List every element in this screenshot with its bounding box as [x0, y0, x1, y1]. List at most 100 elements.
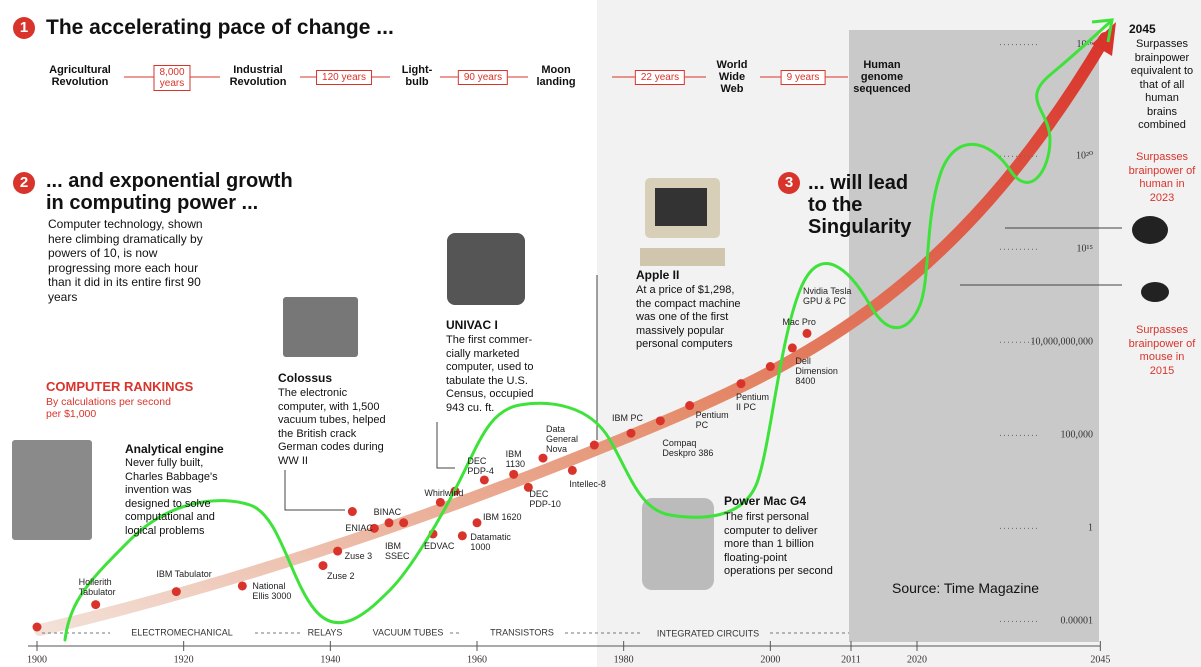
photo-colossus	[283, 297, 358, 357]
annotation-text: At a price of $1,298, the compact machin…	[636, 284, 741, 350]
x-tick-label: 1920	[174, 654, 194, 665]
x-tick-label: 2045	[1090, 654, 1110, 665]
brain-icon	[1132, 216, 1168, 244]
data-point	[589, 440, 599, 450]
x-tick-label: 2011	[841, 654, 861, 665]
photo-apple-screen	[655, 188, 707, 226]
point-label: ENIAC	[345, 523, 373, 534]
data-point	[347, 507, 357, 517]
leader-lines	[284, 227, 1122, 511]
trend-arrow	[34, 32, 1111, 636]
milestone-text: Surpasses brainpower equivalent to that …	[1130, 38, 1194, 131]
data-point	[567, 465, 577, 475]
timeline-span: 8,000 years	[153, 65, 191, 91]
point-label: Compaq Deskpro 386	[662, 437, 714, 458]
section-number: 2	[13, 172, 35, 194]
data-point	[333, 546, 343, 556]
point-label: DEC PDP-4	[467, 455, 494, 476]
data-point	[736, 379, 746, 389]
data-point	[457, 531, 467, 541]
point-label: Mac Pro	[782, 316, 816, 327]
point-label: Pentium PC	[695, 409, 729, 430]
source: Source: Time Magazine	[892, 580, 1040, 596]
annotation-title: UNIVAC I	[446, 318, 498, 332]
point-label: IBM PC	[612, 413, 644, 424]
squiggle-arrowhead	[1091, 18, 1114, 43]
era-label: ELECTROMECHANICAL	[131, 627, 233, 637]
point-label: National Ellis 3000	[252, 580, 292, 601]
point-label: Zuse 2	[327, 570, 355, 581]
annotation-title: Power Mac G4	[724, 494, 807, 508]
data-point	[384, 518, 394, 528]
section-number: 1	[13, 17, 35, 39]
x-tick-label: 1980	[614, 654, 634, 665]
data-point	[369, 523, 379, 533]
era-label: RELAYS	[308, 627, 343, 637]
annotation-text: The first personal computer to deliver m…	[724, 511, 833, 577]
leader-line	[436, 422, 455, 469]
point-label: EDVAC	[424, 540, 455, 551]
point-label: Data General Nova	[546, 424, 579, 455]
y-tick-label: 10²⁰	[1076, 151, 1093, 162]
annotation-title: Colossus	[278, 371, 333, 385]
data-point	[399, 518, 409, 528]
section-title: ... and exponential growth in computing …	[46, 170, 293, 214]
y-tick-label: 1	[1088, 523, 1093, 534]
timeline-event: Moon landing	[536, 64, 576, 88]
data-point	[171, 587, 181, 597]
point-label: BINAC	[373, 506, 402, 517]
y-tick-label: 0.00001	[1061, 616, 1094, 627]
photos	[12, 178, 1169, 590]
point-label: Zuse 3	[344, 551, 373, 562]
data-point	[765, 362, 775, 372]
y-tick-label: 10,000,000,000	[1031, 337, 1094, 348]
data-point	[32, 622, 42, 632]
data-point	[318, 561, 328, 571]
data-point	[626, 428, 636, 438]
data-point	[509, 469, 519, 479]
annotation-title: Analytical engine	[125, 442, 224, 456]
point-label: DEC PDP-10	[529, 489, 561, 510]
data-point	[479, 475, 489, 485]
timeline-span: 120 years	[316, 70, 372, 85]
milestone-year: 2045	[1129, 22, 1156, 36]
timeline-event: World Wide Web	[716, 59, 748, 95]
data-point	[802, 328, 812, 338]
x-tick-label: 1900	[27, 654, 47, 665]
x-tick-label: 1940	[320, 654, 340, 665]
section-number: 3	[778, 172, 800, 194]
section-text: Computer technology, shown here climbing…	[48, 217, 203, 304]
data-point	[435, 497, 445, 507]
data-point	[91, 600, 101, 610]
photo-analytical-engine	[12, 440, 92, 540]
timeline-event: Agricultural Revolution	[49, 64, 111, 88]
annotation-title: Apple II	[636, 268, 680, 282]
era-label: INTEGRATED CIRCUITS	[657, 628, 759, 638]
point-label: Pentium II PC	[736, 391, 770, 412]
era-label: VACUUM TUBES	[373, 627, 444, 637]
x-axis: 1900 1920 1940 1960 1980 2000 2011 2020 2045	[27, 641, 1110, 665]
data-point	[472, 518, 482, 528]
hand-drawn-squiggle	[63, 20, 1112, 642]
y-tick-label: 10¹⁵	[1077, 244, 1093, 255]
y-tick-label: 100,000	[1061, 430, 1094, 441]
data-point	[655, 416, 665, 426]
mouse-icon	[1141, 282, 1169, 302]
future-shade	[849, 30, 1099, 642]
x-tick-label: 2020	[907, 654, 927, 665]
milestone-human: Surpasses brainpower of human in 2023	[1128, 151, 1196, 204]
x-tick-label: 2000	[760, 654, 780, 665]
data-point	[523, 482, 533, 492]
photo-apple-keyboard	[640, 248, 725, 266]
timeline-span: 9 years	[780, 70, 826, 85]
data-point	[538, 453, 548, 463]
point-label: IBM SSEC	[385, 540, 410, 561]
photo-univac	[447, 233, 525, 305]
timeline-event: Light- bulb	[401, 64, 433, 88]
section-title: The accelerating pace of change ...	[46, 16, 394, 39]
chart-title: COMPUTER RANKINGS	[46, 379, 194, 394]
point-label: Nvidia Tesla GPU & PC	[803, 286, 852, 307]
